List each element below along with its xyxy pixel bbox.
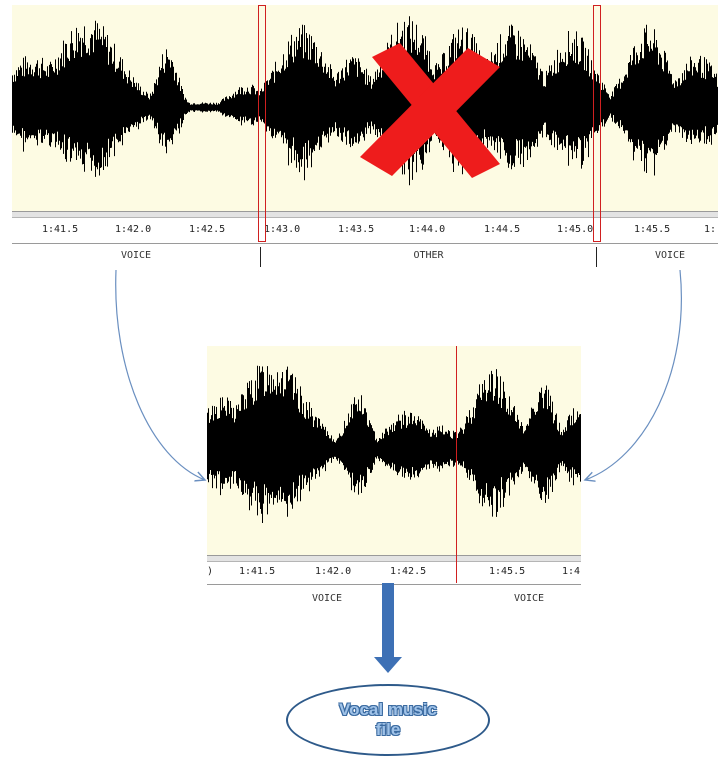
bottom-waveform-panel	[207, 346, 581, 555]
vocal-music-file-node: Vocal music file	[286, 684, 490, 756]
cut-marker-box	[258, 5, 266, 242]
bottom-waveform	[207, 365, 581, 523]
segment-label-voice: VOICE	[513, 593, 545, 604]
time-tick: 1:44.0	[409, 224, 446, 235]
time-tick: 1:42.0	[115, 224, 152, 235]
time-tick: 1:4	[562, 566, 581, 577]
time-tick: 1:45.0	[557, 224, 594, 235]
segment-label-voice: VOICE	[120, 250, 152, 261]
time-tick: 1:43.5	[338, 224, 375, 235]
top-waveform	[12, 16, 718, 186]
time-tick: 1:42.5	[390, 566, 427, 577]
top-time-ruler: 1:41.5 1:42.0 1:42.5 1:43.0 1:43.5 1:44.…	[12, 211, 718, 244]
left-merge-arrow	[115, 269, 205, 480]
time-tick: 1:44.5	[484, 224, 521, 235]
output-label-line2: file	[375, 720, 401, 739]
waveform-trace	[207, 365, 581, 523]
top-waveform-panel	[12, 5, 718, 211]
segment-label-voice: VOICE	[311, 593, 343, 604]
time-tick: 1:45.5	[489, 566, 526, 577]
time-tick: 1:	[704, 224, 717, 235]
waveform-trace	[12, 16, 718, 186]
right-merge-arrow	[585, 269, 682, 480]
segment-label-voice: VOICE	[654, 250, 686, 261]
bottom-time-ruler: ) 1:41.5 1:42.0 1:42.5 1:45.5 1:4	[207, 555, 581, 585]
segment-divider	[260, 247, 261, 267]
time-tick: 1:41.5	[42, 224, 79, 235]
time-tick: 1:43.0	[264, 224, 301, 235]
join-marker-line	[456, 346, 457, 583]
time-tick: 1:41.5	[239, 566, 276, 577]
time-tick: 1:42.5	[189, 224, 226, 235]
segment-divider	[596, 247, 597, 267]
time-tick: )	[207, 566, 214, 577]
time-tick: 1:42.0	[315, 566, 352, 577]
time-tick: 1:45.5	[634, 224, 671, 235]
segment-label-other: OTHER	[413, 250, 444, 261]
output-label-line1: Vocal music	[339, 700, 437, 719]
cut-marker-box	[593, 5, 601, 242]
